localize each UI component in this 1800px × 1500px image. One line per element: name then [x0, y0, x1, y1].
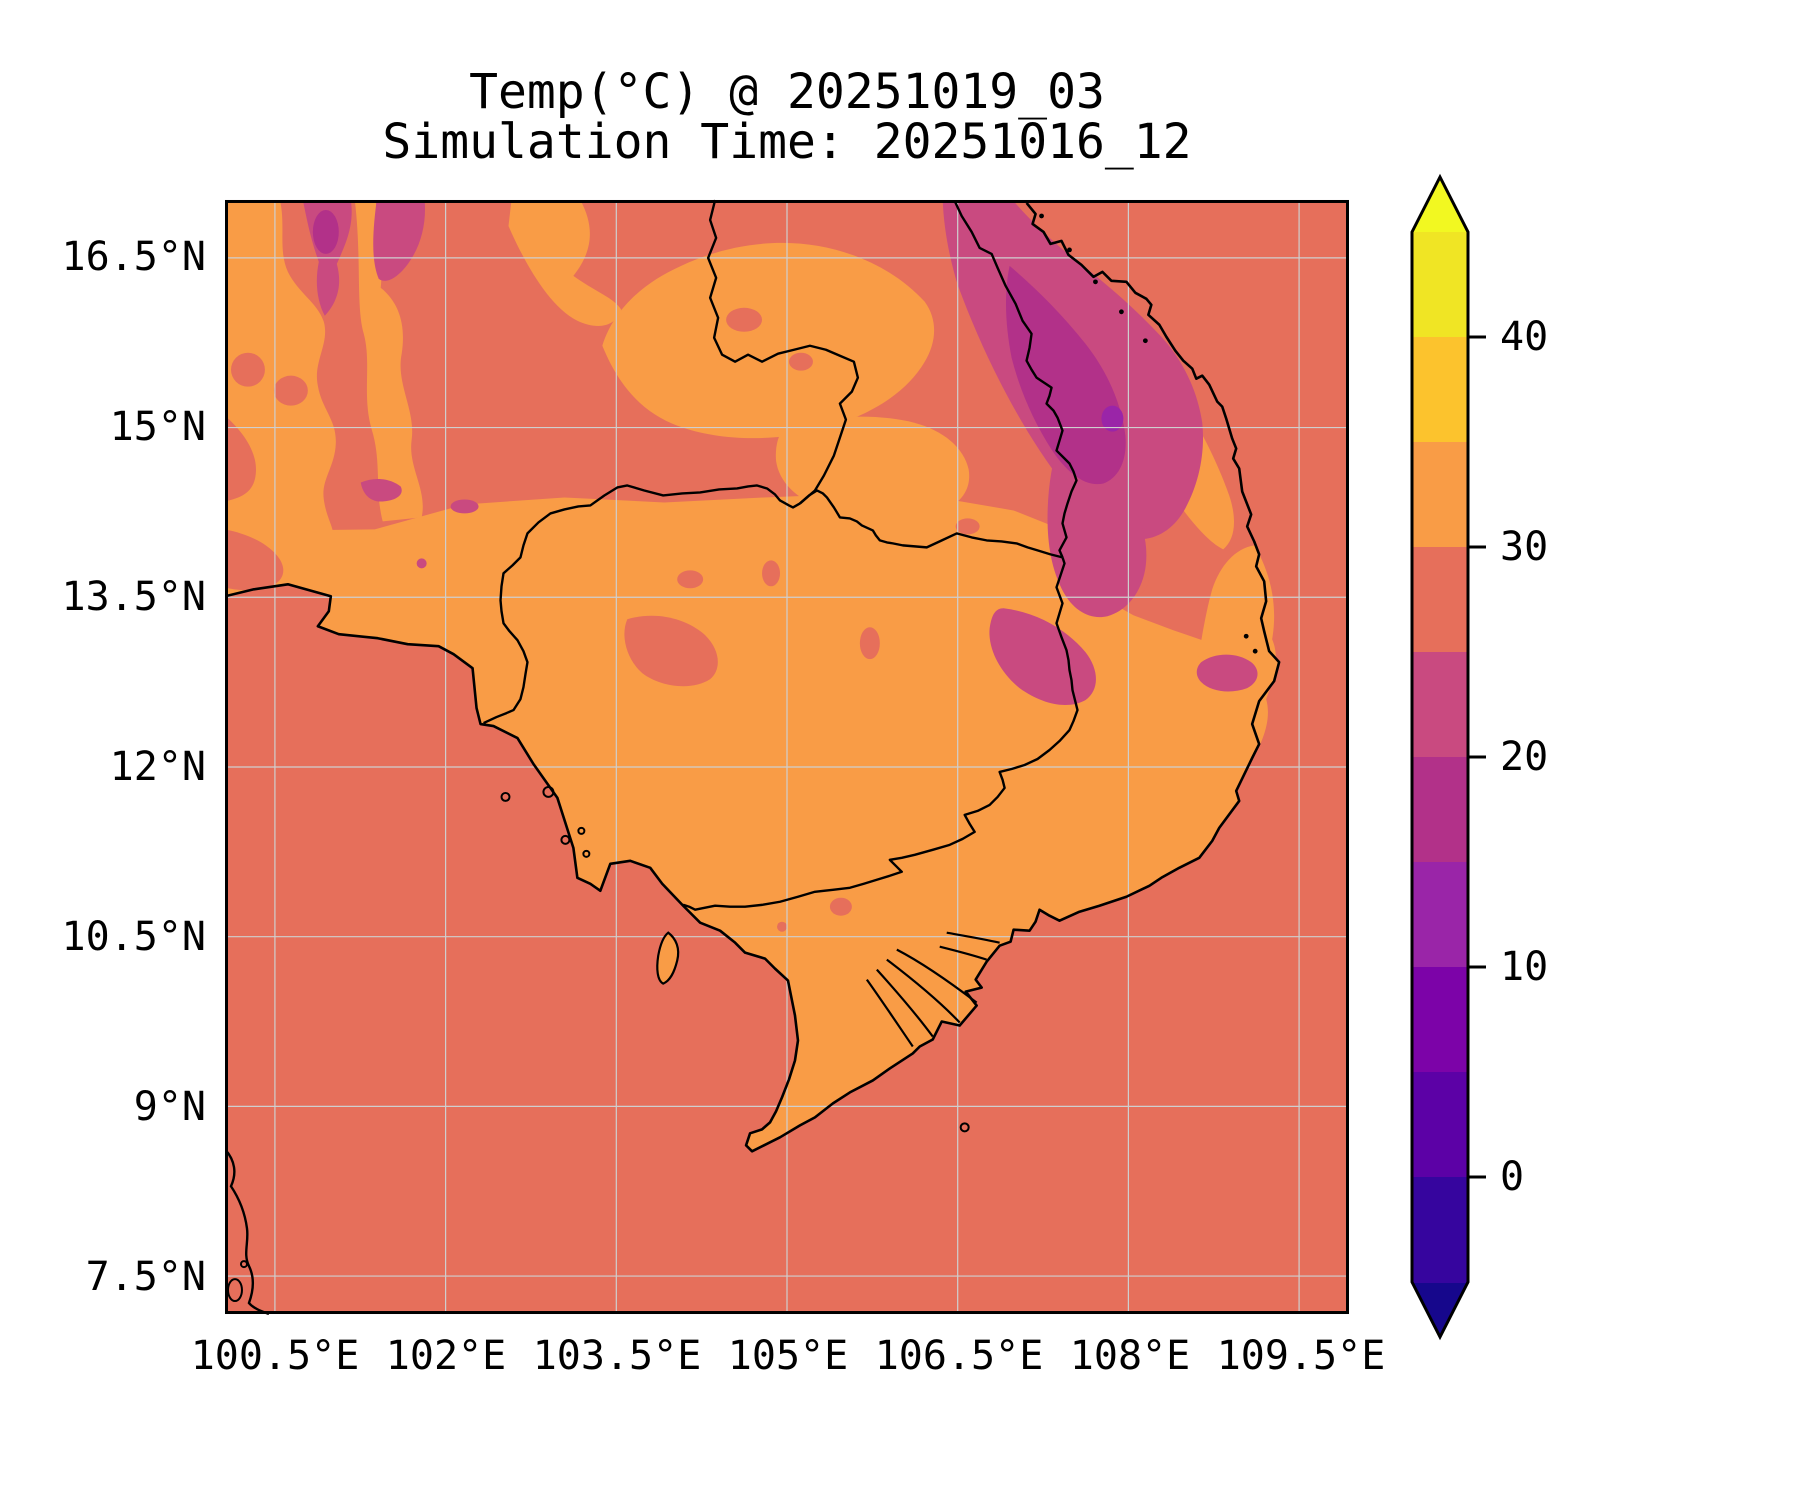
colorbar-segment-3 — [1412, 967, 1468, 1073]
colorbar-segment-4 — [1412, 862, 1468, 968]
colorbar-segment-2 — [1412, 1072, 1468, 1178]
colorbar-segment-5 — [1412, 757, 1468, 863]
salmon-patch-cambodia-a — [624, 615, 718, 687]
colorbar-segment-6 — [1412, 652, 1468, 758]
magenta-dangrek-spot-b — [450, 499, 479, 514]
x-tick-label-4: 106.5°E — [874, 1333, 1044, 1379]
deep-magenta-annamite-core — [1005, 265, 1126, 485]
map-frame — [225, 199, 1349, 1315]
y-tick-label-6: 7.5°N — [85, 1254, 206, 1300]
contour-ne-thailand-lobe — [508, 199, 622, 326]
magenta-coastal-highlands — [1196, 654, 1258, 692]
river-channel-0 — [896, 948, 978, 1004]
contour-laos-dangrek-lobe — [775, 416, 970, 518]
x-tick-label-3: 105°E — [727, 1333, 849, 1379]
island-gulf-0 — [500, 791, 511, 802]
salmon-patch-4 — [859, 627, 880, 660]
y-tick-label-1: 15°N — [109, 404, 206, 450]
island-phu-quoc — [656, 931, 680, 985]
temperature-contour-map — [225, 199, 1349, 1315]
colorbar-tick-label-3: 10 — [1500, 944, 1549, 990]
island-gulf-5 — [959, 1122, 970, 1133]
salmon-patch-6 — [777, 921, 787, 932]
magenta-dangrek-spot-c — [416, 558, 427, 569]
colorbar-arrow-over — [1412, 177, 1468, 232]
islet-coastal-dot-0 — [1039, 213, 1044, 219]
colorbar-segment-8 — [1412, 442, 1468, 548]
colorbar-tick-label-1: 30 — [1500, 524, 1549, 570]
salmon-patch-8 — [726, 307, 763, 332]
border-laos-cambodia — [799, 489, 1063, 559]
salmon-patch-3 — [762, 560, 781, 587]
river-channel-4 — [939, 945, 987, 961]
colorbar-tick-label-4: 0 — [1500, 1154, 1525, 1200]
island-gulf-2 — [560, 834, 571, 845]
y-tick-label-4: 10.5°N — [61, 914, 207, 960]
magenta-central-highlands — [989, 608, 1096, 705]
river-channel-5 — [946, 931, 1000, 944]
colorbar-segment-10 — [1412, 232, 1468, 338]
river-channel-2 — [876, 968, 934, 1038]
y-tick-label-3: 12°N — [109, 744, 206, 790]
islet-coastal-dot-1 — [1067, 247, 1072, 253]
y-tick-label-5: 9°N — [133, 1084, 206, 1130]
islet-peninsula — [239, 1260, 248, 1269]
river-channel-3 — [865, 978, 914, 1048]
islet-coastal-dot-3 — [1119, 309, 1124, 315]
figure-title: Temp(°C) @ 20251019_03 — [469, 64, 1105, 120]
y-tick-label-0: 16.5°N — [61, 234, 207, 280]
x-tick-label-1: 102°E — [385, 1333, 507, 1379]
border-laos-vietnam — [953, 200, 1078, 558]
salmon-patch-2 — [677, 570, 704, 589]
coastline-indochina — [225, 202, 1281, 1153]
colorbar-svg — [1410, 173, 1486, 1341]
purple-coldest-spot — [1101, 405, 1124, 432]
magenta-nthai-streak-2 — [373, 199, 426, 281]
colorbar — [1398, 160, 1618, 1360]
border-thailand-laos — [706, 199, 860, 505]
island-gulf-1 — [542, 785, 555, 798]
salmon-patch-1 — [273, 375, 308, 406]
river-channel-1 — [886, 958, 961, 1024]
colorbar-segment-7 — [1412, 547, 1468, 653]
x-tick-label-5: 108°E — [1069, 1333, 1191, 1379]
deep-magenta-nthai-core — [312, 209, 339, 254]
islet-coastal-dot-5 — [1243, 633, 1249, 639]
colorbar-outline — [1410, 173, 1470, 1341]
x-tick-label-6: 109.5°E — [1216, 1333, 1386, 1379]
islet-coastal-dot-4 — [1142, 338, 1148, 344]
coastline-peninsula — [225, 1148, 270, 1315]
magenta-annamite-lower — [1047, 440, 1147, 618]
island-gulf-3 — [577, 826, 586, 835]
colorbar-tick-label-2: 20 — [1500, 734, 1549, 780]
salmon-patch-9 — [788, 352, 813, 371]
colorbar-tick-label-0: 40 — [1500, 314, 1549, 360]
border-cambodia-vietnam — [682, 556, 1079, 911]
islet-coastal-dot-2 — [1093, 279, 1098, 285]
border-thailand-cambodia — [483, 484, 801, 725]
x-tick-label-2: 103.5°E — [532, 1333, 702, 1379]
salmon-patch-5 — [829, 897, 852, 916]
map-plot-area — [225, 199, 1349, 1315]
magenta-dangrek-spot — [360, 479, 402, 502]
island-gulf-4 — [582, 849, 591, 858]
figure-subtitle: Simulation Time: 20251016_12 — [382, 114, 1192, 170]
x-tick-label-0: 100.5°E — [190, 1333, 360, 1379]
salmon-patch-7 — [955, 518, 980, 535]
contour-south-laos — [602, 242, 935, 439]
contour-mid-thailand-band — [354, 199, 423, 522]
contour-svietnam-coast-strip — [1123, 545, 1276, 869]
colorbar-segment-1 — [1412, 1177, 1468, 1283]
islet-coastal-dot-6 — [1252, 648, 1258, 654]
colorbar-segment-9 — [1412, 337, 1468, 443]
y-tick-label-2: 13.5°N — [61, 574, 207, 620]
colorbar-arrow-under — [1412, 1282, 1468, 1337]
salmon-patch-0 — [230, 352, 265, 387]
salmon-patch-sw-wedge — [225, 529, 284, 591]
